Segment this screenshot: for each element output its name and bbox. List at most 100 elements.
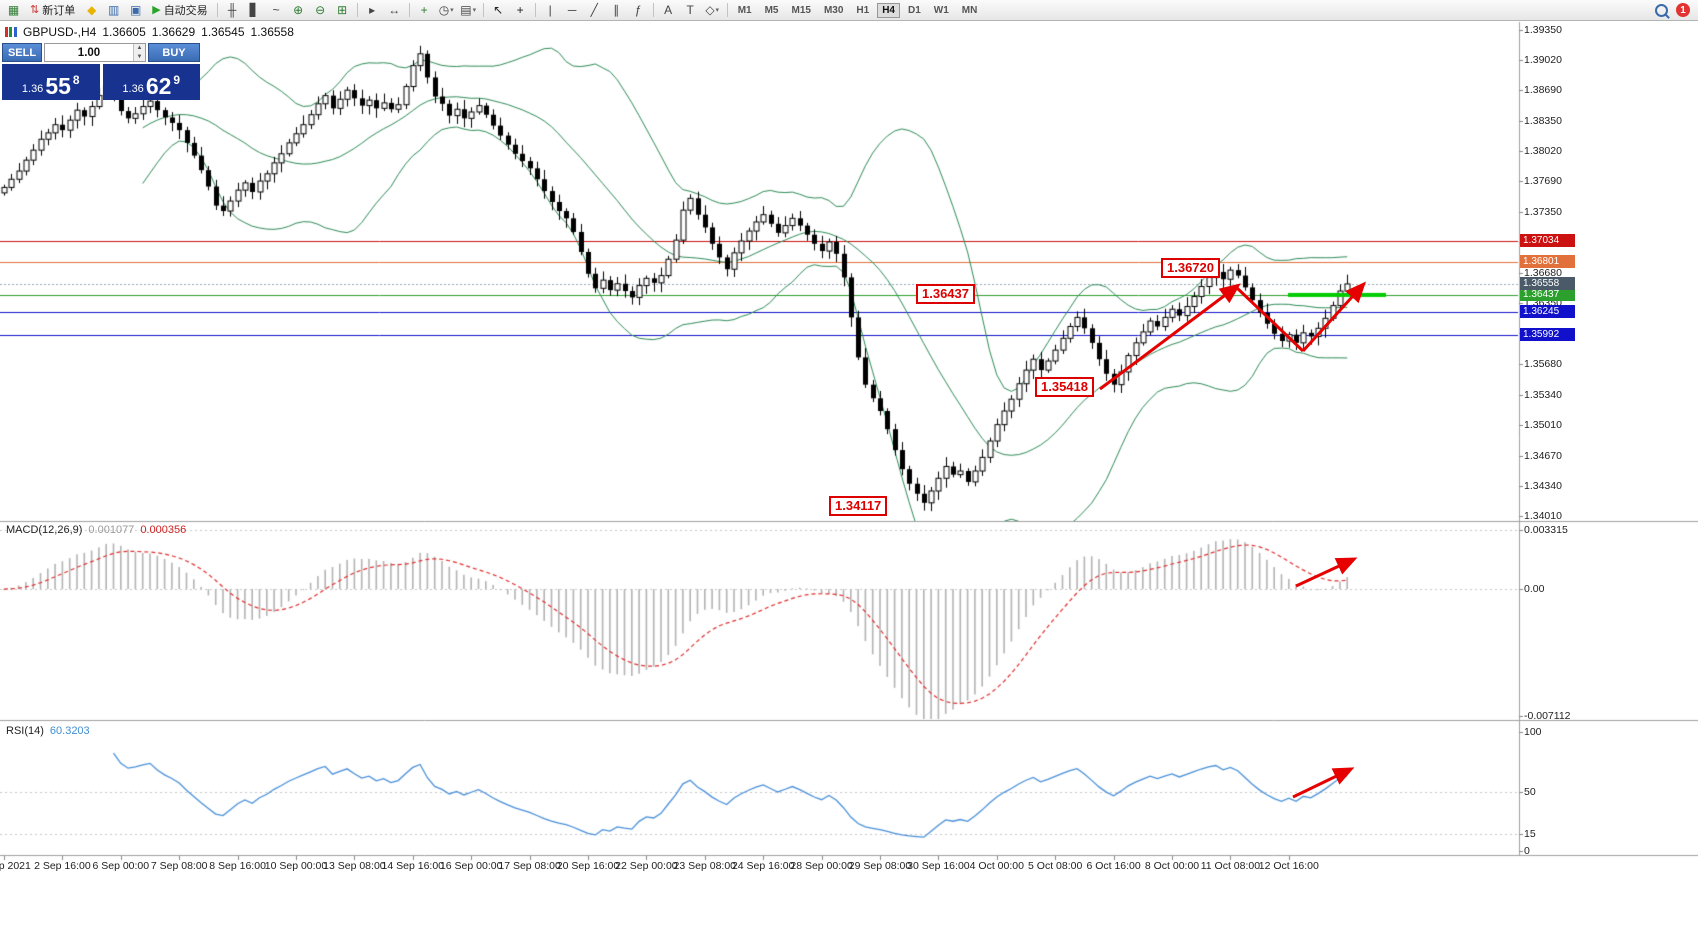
new-order-button[interactable]: ⇅ 新订单 [25, 2, 80, 19]
tile-windows-glyph: ⊞ [337, 3, 348, 17]
timeframe-h4-button[interactable]: H4 [877, 2, 900, 18]
candlestick-chart-icon[interactable]: ▋ [244, 1, 265, 20]
text-label-icon[interactable]: T [680, 1, 701, 20]
autotrading-label: 自动交易 [163, 5, 208, 17]
text-icon[interactable]: A [658, 1, 679, 20]
trendline-glyph: ╱ [590, 3, 598, 17]
toolbar: ▦ ⇅ 新订单 ◆ ▥ ▣ ▶ 自动交易 ╫ ▋ ~ ⊕ ⊖ ⊞ ▸ ↔ + ◷ ▾ ▤ ▾ ↖ + | ─ ╱ ∥ ƒ A T ◇ ▾ M1 M… [0, 0, 1698, 21]
rsi-name: RSI(14) [6, 725, 44, 737]
crosshair-icon[interactable]: + [510, 1, 531, 20]
zoom-out-icon[interactable]: ⊖ [310, 1, 331, 20]
buy-price-big: 1.36 [122, 83, 144, 95]
market-watch-icon[interactable]: ▥ [103, 1, 124, 20]
text-label-glyph: T [686, 3, 694, 17]
tile-windows-icon[interactable]: ⊞ [332, 1, 353, 20]
bar-chart-icon[interactable]: ╫ [222, 1, 243, 20]
data-window-icon[interactable]: ▣ [125, 1, 146, 20]
autotrading-glyph: ▶ [152, 3, 161, 16]
timeframe-w1-button[interactable]: W1 [933, 4, 949, 16]
price-annotation-label[interactable]: 1.36437 [916, 284, 975, 304]
rsi-value: 60.3203 [49, 725, 90, 737]
timeframe-m15-button[interactable]: M15 [791, 4, 811, 16]
objects-caret-icon: ▾ [715, 7, 720, 14]
macd-signal-value: 0.000356 [140, 524, 187, 536]
cursor-glyph: ↖ [493, 3, 504, 17]
volume-spinner: ▲ ▼ [133, 44, 145, 61]
candlestick-chart-icon [5, 27, 17, 37]
volume-down-arrow-icon[interactable]: ▼ [134, 52, 145, 61]
chart-shift-icon[interactable]: ↔ [384, 1, 405, 20]
new-order-label: 新订单 [42, 5, 76, 17]
horizontal-line-icon[interactable]: ─ [562, 1, 583, 20]
volume-field[interactable]: 1.00 ▲ ▼ [44, 43, 146, 62]
text-glyph: A [664, 3, 673, 17]
timeframe-mn-button[interactable]: MN [961, 4, 978, 16]
periods-caret-icon: ▾ [450, 7, 454, 14]
cursor-icon[interactable]: ↖ [488, 1, 509, 20]
notification-badge[interactable]: 1 [1676, 3, 1690, 17]
price-annotation-label[interactable]: 1.35418 [1035, 377, 1094, 397]
sell-button[interactable]: SELL [2, 43, 42, 62]
price-annotation-label[interactable]: 1.34117 [829, 496, 888, 516]
one-click-trading-panel: SELL 1.00 ▲ ▼ BUY 1.36 55 8 1.36 62 9 [2, 43, 200, 100]
vertical-line-icon[interactable]: | [540, 1, 561, 20]
line-chart-glyph: ~ [272, 3, 280, 17]
toolbar-items: ▦ ⇅ 新订单 ◆ ▥ ▣ ▶ 自动交易 ╫ ▋ ~ ⊕ ⊖ ⊞ ▸ ↔ + ◷ ▾ ▤ ▾ ↖ + | ─ ╱ ∥ ƒ A T ◇ ▾ M1 M… [3, 1, 983, 20]
timeframe-m30-button[interactable]: M30 [823, 4, 844, 16]
sell-price-pips: 55 [45, 73, 71, 100]
objects-glyph: ◇ [705, 3, 715, 17]
timeframe-h1-button[interactable]: H1 [856, 4, 870, 16]
chart-shift-glyph: ↔ [388, 3, 401, 17]
templates-icon[interactable]: ▤ ▾ [458, 1, 479, 20]
toolbar-separator [726, 3, 728, 17]
buy-price-display[interactable]: 1.36 62 9 [102, 64, 200, 100]
fibonacci-icon[interactable]: ƒ [628, 1, 649, 20]
new-chart-icon[interactable]: ▦ [3, 1, 24, 20]
volume-value[interactable]: 1.00 [77, 46, 101, 59]
market-watch-glyph: ▥ [108, 3, 120, 17]
zoom-in-icon[interactable]: ⊕ [288, 1, 309, 20]
auto-scroll-icon[interactable]: ▸ [362, 1, 383, 20]
candlestick-chart-glyph: ▋ [249, 3, 259, 17]
line-chart-icon[interactable]: ~ [266, 1, 287, 20]
zoom-out-glyph: ⊖ [315, 3, 326, 17]
indicators-glyph: + [420, 3, 428, 17]
rsi-indicator-label: RSI(14) 60.3203 [6, 725, 90, 737]
metaeditor-icon[interactable]: ◆ [81, 1, 102, 20]
toolbar-separator [652, 3, 654, 17]
metaeditor-glyph: ◆ [87, 3, 97, 17]
bar-chart-glyph: ╫ [227, 3, 237, 17]
toolbar-separator [534, 3, 536, 17]
timeframe-d1-button[interactable]: D1 [908, 4, 921, 16]
chart-ohlc-header: GBPUSD-,H4 1.36605 1.36629 1.36545 1.365… [5, 25, 294, 39]
toolbar-separator [216, 3, 218, 17]
search-icon[interactable] [1655, 3, 1668, 17]
sell-price-frac: 8 [72, 73, 80, 87]
macd-indicator-label: MACD(12,26,9) 0.001077 0.000356 [6, 524, 186, 536]
toolbar-separator [356, 3, 358, 17]
trendline-icon[interactable]: ╱ [584, 1, 605, 20]
ohlc-high: 1.36629 [151, 25, 196, 39]
macd-name: MACD(12,26,9) [6, 524, 83, 536]
macd-main-value: 0.001077 [88, 524, 135, 536]
buy-button[interactable]: BUY [148, 43, 200, 62]
toolbar-separator [408, 3, 410, 17]
templates-glyph: ▤ [460, 3, 472, 17]
objects-icon[interactable]: ◇ ▾ [702, 1, 723, 20]
zoom-in-glyph: ⊕ [293, 3, 304, 17]
sell-price-display[interactable]: 1.36 55 8 [2, 64, 100, 100]
ohlc-close: 1.36558 [250, 25, 294, 39]
data-window-glyph: ▣ [130, 3, 142, 17]
indicators-icon[interactable]: + [414, 1, 435, 20]
autotrading-button[interactable]: ▶ 自动交易 [147, 2, 212, 19]
periods-glyph: ◷ [438, 3, 450, 17]
periods-icon[interactable]: ◷ ▾ [436, 1, 457, 20]
price-annotation-label[interactable]: 1.36720 [1161, 258, 1220, 278]
timeframe-m1-button[interactable]: M1 [737, 4, 752, 16]
volume-up-arrow-icon[interactable]: ▲ [134, 44, 145, 53]
timeframe-m5-button[interactable]: M5 [764, 4, 779, 16]
equidistant-channel-icon[interactable]: ∥ [606, 1, 627, 20]
sell-price-big: 1.36 [21, 83, 44, 95]
